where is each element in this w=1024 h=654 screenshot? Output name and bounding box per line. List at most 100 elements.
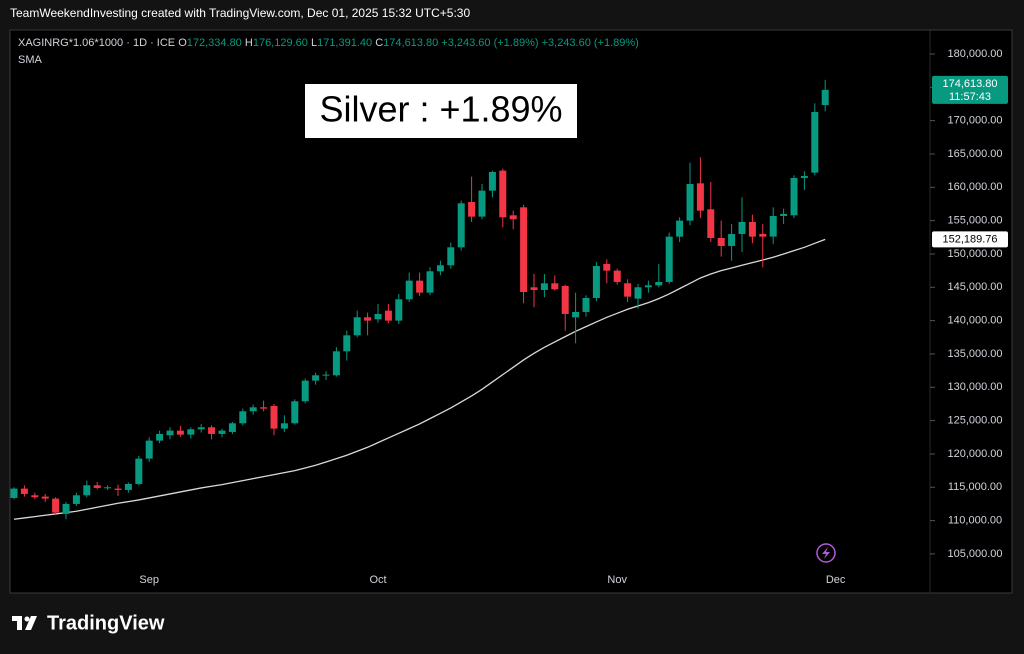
ohlc-letter: L	[311, 37, 317, 49]
y-tick-label: 120,000.00	[947, 448, 1002, 460]
candle-body	[676, 220, 684, 237]
candle-body	[20, 488, 28, 494]
y-tick-label: 130,000.00	[947, 381, 1002, 393]
candle-body	[540, 283, 548, 290]
candle-body	[717, 237, 725, 246]
sma-line	[13, 238, 826, 520]
candle-body	[530, 287, 538, 290]
candle-body	[332, 351, 340, 376]
candle-body	[499, 170, 507, 218]
candle-body	[665, 236, 673, 282]
symbol: XAGINRG*1.06*1000 · 1D · ICE	[18, 37, 175, 49]
candle-body	[301, 380, 309, 402]
candle-body	[759, 233, 767, 237]
candle-body	[748, 221, 756, 237]
sma-label: SMA	[18, 54, 43, 66]
candle-body	[156, 433, 164, 441]
x-tick-label: Nov	[607, 574, 627, 586]
ohlc-value: 174,613.80	[383, 37, 438, 49]
candle-body	[322, 374, 330, 376]
candle-body	[249, 407, 257, 412]
x-tick-label: Dec	[826, 574, 846, 586]
candle-body	[644, 285, 652, 288]
y-tick-label: 140,000.00	[947, 315, 1002, 327]
candle-body	[72, 495, 80, 504]
ohlc-value: 171,391.40	[317, 37, 372, 49]
candle-body	[312, 375, 320, 381]
logo-dot	[24, 616, 30, 622]
candle-body	[468, 201, 476, 217]
candle-body	[124, 483, 132, 490]
y-tick-label: 125,000.00	[947, 415, 1002, 427]
candle-body	[520, 207, 528, 292]
candle-body	[457, 203, 465, 248]
candle-body	[83, 485, 91, 496]
candle-body	[405, 280, 413, 300]
candle-body	[561, 285, 569, 314]
candle-body	[93, 485, 101, 488]
candle-body	[395, 299, 403, 321]
last-price: 174,613.80	[942, 78, 997, 90]
footer-brand: TradingView	[47, 612, 165, 634]
header: TeamWeekendInvesting created with Tradin…	[10, 6, 470, 20]
y-tick-label: 155,000.00	[947, 215, 1002, 227]
sma-price-box	[932, 231, 1008, 248]
change: +3,243.60 (+1.89%)	[542, 37, 639, 49]
candle-body	[343, 335, 351, 352]
candle-body	[270, 405, 278, 429]
countdown: 11:57:43	[949, 91, 991, 103]
candle-body	[821, 89, 829, 106]
ohlc-value: 176,129.60	[253, 37, 308, 49]
candle-body	[603, 263, 611, 271]
candle-body	[218, 430, 226, 434]
candle-body	[436, 265, 444, 272]
y-tick-label: 180,000.00	[947, 48, 1002, 60]
ohlc-letter: O	[178, 37, 187, 49]
candle-body	[384, 310, 392, 321]
candle-body	[592, 265, 600, 298]
candle-body	[624, 283, 632, 297]
candle-body	[176, 430, 184, 435]
y-tick-label: 170,000.00	[947, 115, 1002, 127]
candle-body	[686, 183, 694, 221]
candle-body	[353, 317, 361, 336]
candle-body	[135, 458, 143, 484]
x-tick-label: Sep	[139, 574, 159, 586]
plot: 105,000.00 110,000.00 115,000.00 120,000.00…	[10, 48, 1008, 586]
y-tick-label: 145,000.00	[947, 281, 1002, 293]
candle-body	[280, 423, 288, 429]
candle-body	[104, 487, 112, 489]
ohlc-letter: C	[375, 37, 383, 49]
candle-body	[800, 175, 808, 178]
y-tick-label: 115,000.00	[948, 481, 1002, 493]
change: +3,243.60 (+1.89%)	[441, 37, 538, 49]
candle-body	[364, 317, 372, 321]
candle-body	[551, 283, 559, 290]
y-tick-label: 160,000.00	[947, 181, 1002, 193]
candle-body	[811, 111, 819, 173]
candle-body	[260, 407, 268, 409]
candle-body	[239, 411, 247, 424]
candle-body	[572, 311, 580, 318]
y-tick-label: 110,000.00	[948, 515, 1002, 527]
logo	[12, 616, 37, 630]
candle-body	[145, 440, 153, 459]
candle-body	[769, 215, 777, 237]
candle-body	[41, 496, 49, 499]
candle-body	[613, 270, 621, 282]
candle-body	[228, 423, 236, 432]
candle-body	[426, 271, 434, 293]
candle-body	[52, 498, 60, 513]
candle-body	[166, 430, 174, 436]
ohlc-letter: H	[245, 37, 253, 49]
legend-line: XAGINRG*1.06*1000 · 1D · ICE O172,334.80…	[18, 37, 639, 49]
candle-body	[416, 280, 424, 293]
candle-body	[707, 209, 715, 238]
alert-icon[interactable]	[816, 543, 836, 563]
candle-body	[208, 427, 216, 434]
candle-body	[31, 495, 39, 498]
candle-body	[197, 427, 205, 430]
y-tick-label: 105,000.00	[947, 548, 1002, 560]
candle-body	[62, 503, 70, 514]
sma-price: 152,189.76	[942, 233, 997, 245]
